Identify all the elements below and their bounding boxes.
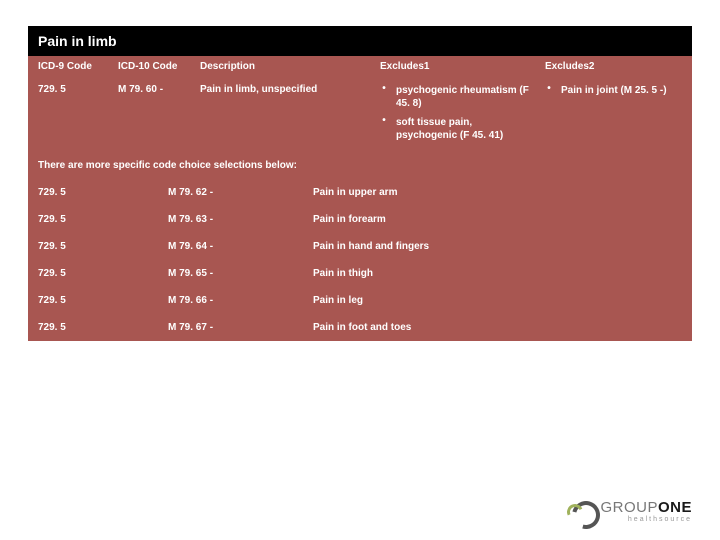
sub-icd9: 729. 5 <box>38 322 158 333</box>
cell-icd10: M 79. 60 - <box>118 84 190 95</box>
company-logo: GROUPONE healthsource <box>567 496 692 526</box>
bullet-icon: • <box>380 116 388 126</box>
sub-row: 729. 5 M 79. 65 - Pain in thigh <box>28 260 692 287</box>
sub-row: 729. 5 M 79. 64 - Pain in hand and finge… <box>28 233 692 260</box>
header-description: Description <box>200 61 370 72</box>
excludes1-item: • soft tissue pain, psychogenic (F 45. 4… <box>380 116 535 142</box>
code-table-panel: Pain in limb ICD-9 Code ICD-10 Code Desc… <box>28 26 692 341</box>
cell-icd9: 729. 5 <box>38 84 108 95</box>
sub-desc: Pain in forearm <box>313 214 682 225</box>
sub-icd9: 729. 5 <box>38 214 158 225</box>
sub-icd9: 729. 5 <box>38 295 158 306</box>
excludes1-item: • psychogenic rheumatism (F 45. 8) <box>380 84 535 110</box>
cell-excludes2: • Pain in joint (M 25. 5 -) <box>545 84 682 97</box>
logo-word-2: ONE <box>658 499 692 516</box>
header-excludes2: Excludes2 <box>545 61 682 72</box>
sub-desc: Pain in upper arm <box>313 187 682 198</box>
sub-icd9: 729. 5 <box>38 187 158 198</box>
excludes1-text: psychogenic rheumatism (F 45. 8) <box>396 84 535 110</box>
bullet-icon: • <box>545 84 553 94</box>
sub-heading: There are more specific code choice sele… <box>28 152 692 179</box>
logo-mark-icon <box>567 496 597 526</box>
sub-row: 729. 5 M 79. 62 - Pain in upper arm <box>28 179 692 206</box>
header-icd9: ICD-9 Code <box>38 61 108 72</box>
header-icd10: ICD-10 Code <box>118 61 190 72</box>
logo-text: GROUPONE healthsource <box>600 500 692 523</box>
excludes2-text: Pain in joint (M 25. 5 -) <box>561 84 667 97</box>
sub-row: 729. 5 M 79. 67 - Pain in foot and toes <box>28 314 692 341</box>
sub-desc: Pain in foot and toes <box>313 322 682 333</box>
sub-desc: Pain in thigh <box>313 268 682 279</box>
logo-sub-text: healthsource <box>628 516 692 523</box>
sub-icd9: 729. 5 <box>38 268 158 279</box>
header-excludes1: Excludes1 <box>380 61 535 72</box>
main-data-row: 729. 5 M 79. 60 - Pain in limb, unspecif… <box>28 77 692 152</box>
sub-desc: Pain in leg <box>313 295 682 306</box>
sub-icd10: M 79. 64 - <box>168 241 303 252</box>
excludes1-text: soft tissue pain, psychogenic (F 45. 41) <box>396 116 535 142</box>
bullet-icon: • <box>380 84 388 94</box>
logo-word-1: GROUP <box>600 499 658 516</box>
logo-main-text: GROUPONE <box>600 500 692 515</box>
sub-icd10: M 79. 63 - <box>168 214 303 225</box>
sub-icd10: M 79. 62 - <box>168 187 303 198</box>
sub-row: 729. 5 M 79. 66 - Pain in leg <box>28 287 692 314</box>
cell-description: Pain in limb, unspecified <box>200 84 370 95</box>
sub-row: 729. 5 M 79. 63 - Pain in forearm <box>28 206 692 233</box>
cell-excludes1: • psychogenic rheumatism (F 45. 8) • sof… <box>380 84 535 142</box>
sub-icd10: M 79. 67 - <box>168 322 303 333</box>
panel-title: Pain in limb <box>28 26 692 56</box>
sub-icd10: M 79. 65 - <box>168 268 303 279</box>
sub-desc: Pain in hand and fingers <box>313 241 682 252</box>
excludes2-item: • Pain in joint (M 25. 5 -) <box>545 84 682 97</box>
sub-icd9: 729. 5 <box>38 241 158 252</box>
sub-icd10: M 79. 66 - <box>168 295 303 306</box>
main-header-row: ICD-9 Code ICD-10 Code Description Exclu… <box>28 56 692 77</box>
